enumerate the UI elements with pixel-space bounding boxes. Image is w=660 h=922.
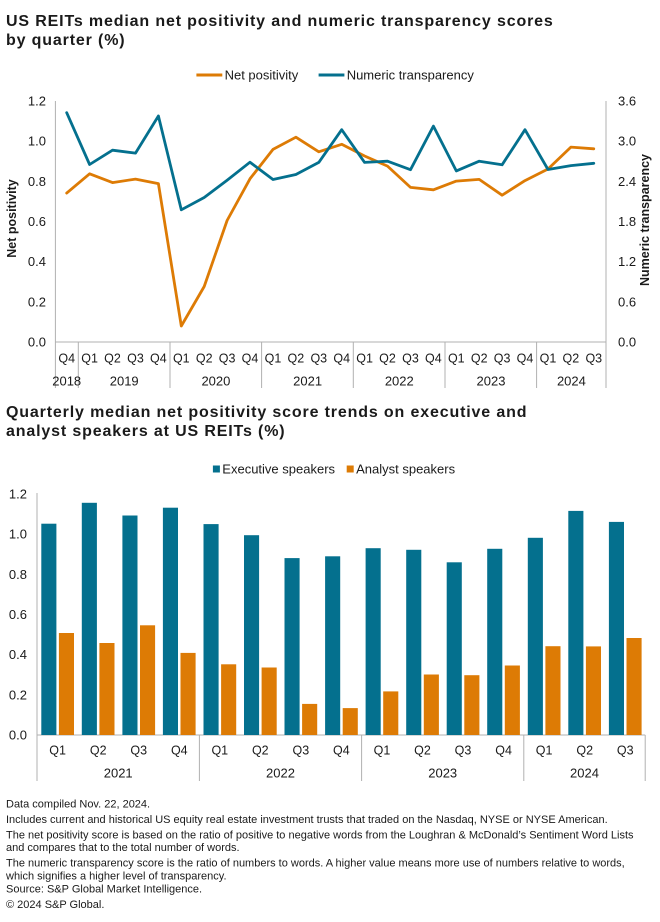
svg-text:Q1: Q1 xyxy=(536,744,553,758)
svg-text:Q3: Q3 xyxy=(494,352,511,366)
svg-text:The numeric transparency score: The numeric transparency score is the ra… xyxy=(6,858,625,870)
svg-text:US REITs median net positivity: US REITs median net positivity and numer… xyxy=(6,13,554,30)
svg-text:0.0: 0.0 xyxy=(28,335,46,350)
svg-text:Q1: Q1 xyxy=(356,352,373,366)
svg-text:0.6: 0.6 xyxy=(9,607,27,622)
svg-text:and compares that to the total: and compares that to the total number of… xyxy=(6,842,240,854)
svg-text:1.8: 1.8 xyxy=(618,214,636,229)
svg-text:Q4: Q4 xyxy=(150,352,167,366)
svg-text:Q2: Q2 xyxy=(104,352,121,366)
svg-text:2023: 2023 xyxy=(428,766,457,781)
svg-text:Analyst speakers: Analyst speakers xyxy=(356,462,455,477)
svg-text:Includes current and historica: Includes current and historical US equit… xyxy=(6,814,608,826)
svg-text:Source: S&P Global Market Inte: Source: S&P Global Market Intelligence. xyxy=(6,884,202,896)
svg-text:Q2: Q2 xyxy=(196,352,213,366)
svg-text:2021: 2021 xyxy=(104,766,133,781)
svg-text:2024: 2024 xyxy=(570,766,599,781)
svg-text:0.0: 0.0 xyxy=(9,728,27,743)
svg-text:2022: 2022 xyxy=(266,766,295,781)
svg-text:Q2: Q2 xyxy=(379,352,396,366)
svg-text:1.2: 1.2 xyxy=(618,254,636,269)
svg-text:3.6: 3.6 xyxy=(618,94,636,109)
svg-text:analyst speakers at US REITs (: analyst speakers at US REITs (%) xyxy=(6,423,285,440)
svg-text:Q1: Q1 xyxy=(173,352,190,366)
svg-text:Numeric transparency: Numeric transparency xyxy=(638,154,652,286)
svg-text:Q1: Q1 xyxy=(448,352,465,366)
svg-text:Q2: Q2 xyxy=(252,744,269,758)
svg-text:0.0: 0.0 xyxy=(618,335,636,350)
svg-text:Q2: Q2 xyxy=(471,352,488,366)
svg-text:Q1: Q1 xyxy=(211,744,228,758)
svg-text:2.4: 2.4 xyxy=(618,174,636,189)
svg-text:Q3: Q3 xyxy=(310,352,327,366)
svg-text:2021: 2021 xyxy=(293,373,322,388)
svg-text:0.8: 0.8 xyxy=(9,567,27,582)
svg-text:0.6: 0.6 xyxy=(618,294,636,309)
svg-text:Executive speakers: Executive speakers xyxy=(222,462,335,477)
svg-text:0.2: 0.2 xyxy=(9,687,27,702)
svg-text:0.8: 0.8 xyxy=(28,174,46,189)
svg-text:0.4: 0.4 xyxy=(9,647,27,662)
svg-text:Q4: Q4 xyxy=(58,352,75,366)
svg-text:Quarterly median net positivit: Quarterly median net positivity score tr… xyxy=(6,404,527,421)
svg-text:3.0: 3.0 xyxy=(618,134,636,149)
svg-text:Data compiled Nov. 22, 2024.: Data compiled Nov. 22, 2024. xyxy=(6,798,150,810)
svg-text:Q3: Q3 xyxy=(402,352,419,366)
svg-text:Numeric transparency: Numeric transparency xyxy=(347,68,475,83)
svg-text:Q3: Q3 xyxy=(219,352,236,366)
svg-text:Q3: Q3 xyxy=(130,744,147,758)
svg-text:Q4: Q4 xyxy=(333,744,350,758)
svg-text:0.2: 0.2 xyxy=(28,294,46,309)
svg-text:Q2: Q2 xyxy=(563,352,580,366)
svg-text:2022: 2022 xyxy=(385,373,414,388)
svg-text:Q1: Q1 xyxy=(374,744,391,758)
svg-text:1.2: 1.2 xyxy=(9,487,27,502)
svg-text:Q3: Q3 xyxy=(585,352,602,366)
svg-text:Q2: Q2 xyxy=(90,744,107,758)
svg-text:which signifies a higher level: which signifies a higher level of transp… xyxy=(5,871,227,883)
svg-text:Q4: Q4 xyxy=(333,352,350,366)
svg-text:Q4: Q4 xyxy=(242,352,259,366)
svg-text:Q2: Q2 xyxy=(414,744,431,758)
svg-text:Net positivity: Net positivity xyxy=(225,68,299,83)
svg-text:1.0: 1.0 xyxy=(28,134,46,149)
svg-text:0.6: 0.6 xyxy=(28,214,46,229)
svg-text:Q3: Q3 xyxy=(455,744,472,758)
svg-text:Q1: Q1 xyxy=(81,352,98,366)
svg-text:Q4: Q4 xyxy=(517,352,534,366)
svg-text:Q1: Q1 xyxy=(540,352,557,366)
svg-text:Q3: Q3 xyxy=(127,352,144,366)
svg-text:2024: 2024 xyxy=(557,373,586,388)
svg-text:The net positivity score is ba: The net positivity score is based on the… xyxy=(6,829,634,841)
svg-text:1.2: 1.2 xyxy=(28,94,46,109)
svg-text:Q3: Q3 xyxy=(293,744,310,758)
svg-text:2020: 2020 xyxy=(201,373,230,388)
svg-text:2019: 2019 xyxy=(110,373,139,388)
svg-text:Q4: Q4 xyxy=(171,744,188,758)
svg-text:© 2024 S&P Global.: © 2024 S&P Global. xyxy=(6,899,104,911)
svg-text:Q2: Q2 xyxy=(288,352,305,366)
svg-text:Q3: Q3 xyxy=(617,744,634,758)
svg-text:Q4: Q4 xyxy=(425,352,442,366)
svg-text:0.4: 0.4 xyxy=(28,254,46,269)
svg-text:2023: 2023 xyxy=(477,373,506,388)
svg-text:1.0: 1.0 xyxy=(9,527,27,542)
svg-text:Net positivity: Net positivity xyxy=(5,179,19,258)
svg-text:Q2: Q2 xyxy=(576,744,593,758)
svg-text:Q1: Q1 xyxy=(49,744,66,758)
svg-text:2018: 2018 xyxy=(52,373,81,388)
svg-text:by quarter (%): by quarter (%) xyxy=(6,32,125,49)
svg-text:Q1: Q1 xyxy=(265,352,282,366)
svg-text:Q4: Q4 xyxy=(495,744,512,758)
